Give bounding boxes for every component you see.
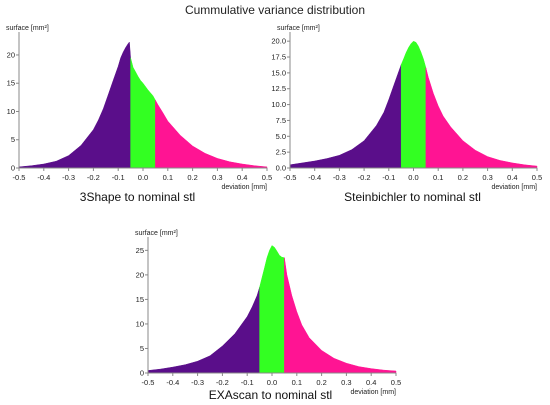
area-above-band <box>155 99 268 169</box>
y-axis-label: surface [mm²] <box>6 25 49 32</box>
x-axis-label: deviation [mm] <box>491 184 537 191</box>
y-tick-label: 12.5 <box>271 84 286 93</box>
x-tick-label: -0.5 <box>142 378 155 387</box>
y-tick-label: 5.0 <box>276 132 286 141</box>
x-tick-label: 0.0 <box>267 378 277 387</box>
x-tick-label: -0.1 <box>241 378 254 387</box>
x-tick-label: -0.1 <box>382 173 395 182</box>
y-tick-label: 10.0 <box>271 100 286 109</box>
area-below-band <box>289 64 402 169</box>
x-tick-label: -0.2 <box>87 173 100 182</box>
figure-title: Cummulative variance distribution <box>184 3 366 17</box>
y-tick-label: 17.5 <box>271 53 286 62</box>
y-tick-label: 0 <box>140 369 144 378</box>
y-tick-label: 5 <box>140 344 144 353</box>
x-tick-label: -0.1 <box>112 173 125 182</box>
x-tick-label: -0.2 <box>216 378 229 387</box>
x-tick-label: 0.3 <box>212 173 222 182</box>
area-above-band <box>284 257 397 374</box>
x-tick-label: 0.5 <box>532 173 542 182</box>
x-tick-label: -0.4 <box>37 173 50 182</box>
area-within-band <box>259 245 285 374</box>
y-tick-label: 0.0 <box>276 164 286 173</box>
x-tick-label: 0.3 <box>341 378 351 387</box>
y-tick-label: 0 <box>11 164 15 173</box>
chart-steinbichler: -0.5 -0.4 -0.3 -0.2 -0.1 0.0 0.1 0.2 0.3 0.4 0.5 0.… <box>271 25 542 191</box>
y-tick-label: 7.5 <box>276 116 286 125</box>
y-tick-label: 15.0 <box>271 68 286 77</box>
y-tick-label: 15 <box>136 295 144 304</box>
x-tick-label: 0.5 <box>391 378 401 387</box>
x-tick-label: -0.5 <box>13 173 26 182</box>
x-tick-label: 0.1 <box>292 378 302 387</box>
y-tick-label: 15 <box>7 79 15 88</box>
y-tick-label: 5 <box>11 135 15 144</box>
x-tick-label: 0.5 <box>262 173 272 182</box>
x-tick-label: 0.4 <box>366 378 376 387</box>
x-tick-label: -0.4 <box>308 173 321 182</box>
area-below-band <box>18 41 131 169</box>
chart-3shape: -0.5 -0.4 -0.3 -0.2 -0.1 0.0 0.1 0.2 0.3 0.4 0.5 0 5… <box>6 25 272 191</box>
x-tick-label: 0.2 <box>458 173 468 182</box>
x-tick-label: -0.4 <box>166 378 179 387</box>
x-tick-label: 0.0 <box>138 173 148 182</box>
chart-steinbichler-caption: Steinbichler to nominal stl <box>344 190 481 204</box>
y-tick-label: 20 <box>7 50 15 59</box>
x-tick-label: 0.2 <box>316 378 326 387</box>
y-tick-label: 25 <box>136 246 144 255</box>
x-tick-label: -0.3 <box>333 173 346 182</box>
y-tick-label: 10 <box>136 319 144 328</box>
x-tick-label: 0.0 <box>408 173 418 182</box>
x-tick-label: 0.3 <box>482 173 492 182</box>
x-tick-label: 0.2 <box>187 173 197 182</box>
x-tick-label: -0.3 <box>191 378 204 387</box>
y-tick-label: 10 <box>7 107 15 116</box>
x-axis-label: deviation [mm] <box>350 389 396 396</box>
chart-exascan-caption: EXAscan to nominal stl <box>208 388 333 402</box>
y-axis-label: surface [mm²] <box>277 25 320 32</box>
area-below-band <box>147 287 260 374</box>
x-tick-label: 0.4 <box>507 173 517 182</box>
x-tick-label: 0.1 <box>163 173 173 182</box>
x-axis-label: deviation [mm] <box>221 184 267 191</box>
chart-3shape-caption: 3Shape to nominal stl <box>79 190 196 204</box>
x-tick-label: -0.5 <box>284 173 297 182</box>
y-tick-label: 20 <box>136 270 144 279</box>
area-above-band <box>425 67 538 169</box>
x-tick-label: -0.3 <box>62 173 75 182</box>
x-tick-label: 0.4 <box>237 173 247 182</box>
y-tick-label: 2.5 <box>276 148 286 157</box>
x-tick-label: -0.2 <box>358 173 371 182</box>
x-tick-label: 0.1 <box>433 173 443 182</box>
area-within-band <box>400 40 427 169</box>
y-axis-label: surface [mm²] <box>135 230 178 237</box>
area-within-band <box>130 57 156 169</box>
chart-exascan: -0.5 -0.4 -0.3 -0.2 -0.1 0.0 0.1 0.2 0.3 0.4 0.5 0 5… <box>135 230 401 396</box>
y-tick-label: 20.0 <box>271 37 286 46</box>
